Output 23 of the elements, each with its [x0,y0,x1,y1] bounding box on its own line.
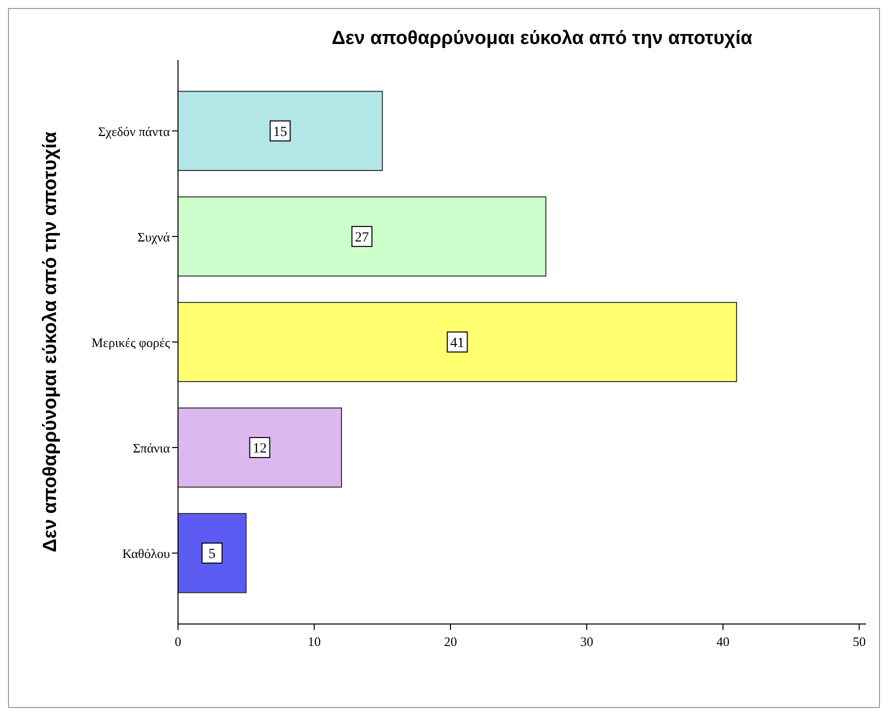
chart-title: Δεν αποθαρρύνομαι εύκολα από την αποτυχία [332,28,753,49]
x-tick-label: 50 [852,634,866,649]
data-label: 12 [252,442,267,457]
data-label: 27 [354,230,369,246]
x-tick-label: 10 [308,634,321,649]
bar [178,302,738,382]
y-tick-label: Σχεδόν πάντα [98,124,170,139]
x-tick-label: 20 [444,634,457,649]
data-label: 15 [273,124,288,140]
x-tick-label: 30 [580,634,594,649]
bar [178,513,247,594]
bar [178,196,546,277]
y-tick-label: Σπάνια [132,440,170,456]
bar [178,90,383,171]
bar [178,407,342,488]
y-tick-label: Καθόλου [122,546,170,562]
data-label: 41 [450,336,464,351]
y-axis-title: Δεν αποθαρρύνομαι εύκολα από την αποτυχία [40,131,61,552]
x-tick-label: 40 [716,634,730,649]
data-label: 5 [208,547,216,562]
x-tick-label: 0 [174,634,182,649]
y-tick-label: Συχνά [138,229,170,244]
y-tick-label: Μερικές φορές [91,335,171,350]
